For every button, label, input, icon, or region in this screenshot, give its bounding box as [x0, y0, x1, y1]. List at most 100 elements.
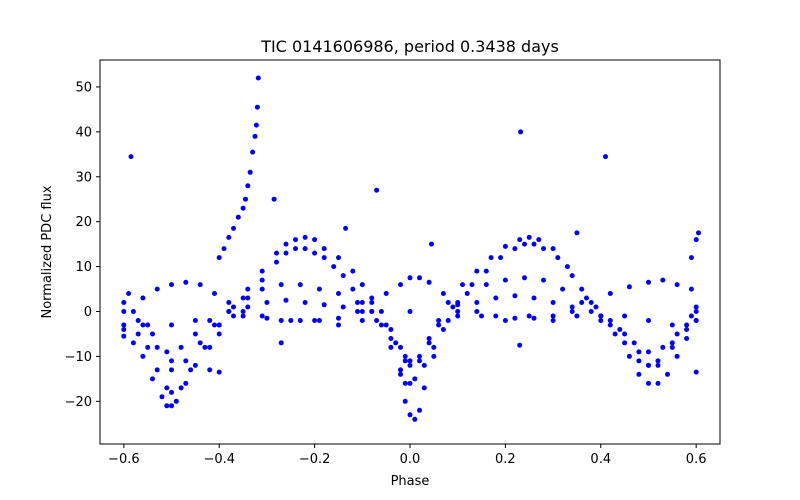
data-point — [130, 340, 136, 346]
data-point — [407, 309, 413, 314]
data-point — [321, 246, 327, 252]
data-point — [192, 331, 198, 337]
data-point — [259, 268, 265, 274]
data-point — [502, 318, 508, 323]
data-point — [574, 230, 580, 236]
data-point — [278, 340, 284, 346]
data-point — [259, 313, 265, 319]
data-point — [140, 353, 146, 359]
data-point — [259, 277, 265, 283]
data-point — [646, 318, 651, 323]
data-point — [417, 275, 422, 281]
data-point — [407, 362, 413, 368]
data-point — [531, 295, 537, 301]
data-point — [398, 371, 403, 377]
data-point — [255, 75, 261, 81]
data-point — [569, 273, 575, 279]
data-point — [407, 358, 413, 364]
data-point — [526, 234, 532, 240]
data-point — [216, 322, 222, 328]
data-point — [598, 318, 604, 323]
y-tick-label: 30 — [75, 170, 92, 185]
data-point — [431, 353, 437, 359]
data-point — [350, 268, 356, 274]
data-point — [216, 255, 222, 261]
data-point — [197, 340, 203, 346]
data-point — [252, 133, 258, 139]
data-point — [483, 282, 489, 288]
data-point — [483, 268, 489, 274]
data-point — [302, 234, 308, 240]
data-point — [245, 286, 251, 292]
data-point — [312, 318, 318, 323]
data-point — [302, 246, 308, 252]
data-point — [150, 376, 155, 382]
data-point — [121, 327, 127, 332]
data-point — [250, 149, 256, 155]
data-point — [369, 300, 375, 305]
data-point — [574, 313, 580, 319]
data-point — [321, 255, 327, 261]
data-point — [493, 313, 499, 319]
data-point — [169, 367, 174, 373]
data-point — [603, 154, 608, 160]
data-point — [140, 295, 146, 301]
data-point — [502, 277, 508, 283]
data-point — [646, 349, 651, 355]
x-tick-label: 0.6 — [686, 452, 707, 467]
data-point — [312, 250, 318, 256]
data-point — [626, 353, 632, 359]
data-point — [588, 309, 594, 314]
data-point — [188, 367, 194, 373]
data-point — [355, 309, 360, 314]
data-point — [631, 340, 637, 346]
data-point — [455, 302, 461, 308]
data-point — [426, 340, 432, 346]
data-point — [183, 380, 189, 386]
data-point — [488, 255, 494, 261]
y-tick-label: −10 — [65, 350, 92, 365]
data-point — [398, 367, 403, 373]
data-point — [579, 300, 585, 305]
data-point — [154, 344, 160, 350]
data-point — [378, 322, 384, 328]
data-point — [121, 322, 127, 328]
data-point — [173, 398, 179, 404]
data-point — [479, 313, 484, 319]
data-point — [646, 380, 651, 386]
data-point — [569, 309, 575, 314]
x-axis-label: Phase — [391, 474, 430, 489]
data-point — [684, 336, 690, 341]
data-point — [669, 344, 675, 350]
data-point — [240, 205, 246, 211]
data-point — [402, 398, 408, 404]
data-point — [169, 389, 174, 395]
data-point — [445, 300, 451, 305]
data-point — [145, 322, 151, 328]
data-point — [374, 318, 380, 323]
data-point — [669, 340, 675, 346]
data-point — [336, 315, 341, 321]
data-point — [541, 246, 546, 252]
data-point — [693, 309, 699, 314]
data-point — [278, 282, 284, 288]
data-point — [245, 304, 251, 310]
data-point — [579, 286, 585, 292]
data-point — [150, 331, 155, 337]
data-point — [460, 282, 465, 288]
data-point — [512, 315, 518, 321]
data-point — [316, 318, 322, 323]
data-points — [121, 75, 701, 422]
data-point — [192, 318, 198, 323]
data-point — [264, 300, 270, 305]
data-point — [474, 300, 480, 305]
data-point — [398, 344, 403, 350]
data-point — [183, 358, 189, 364]
data-point — [550, 313, 556, 319]
data-point — [569, 304, 575, 310]
data-point — [135, 318, 141, 323]
data-point — [312, 237, 318, 243]
data-point — [455, 309, 461, 314]
data-point — [555, 255, 561, 261]
